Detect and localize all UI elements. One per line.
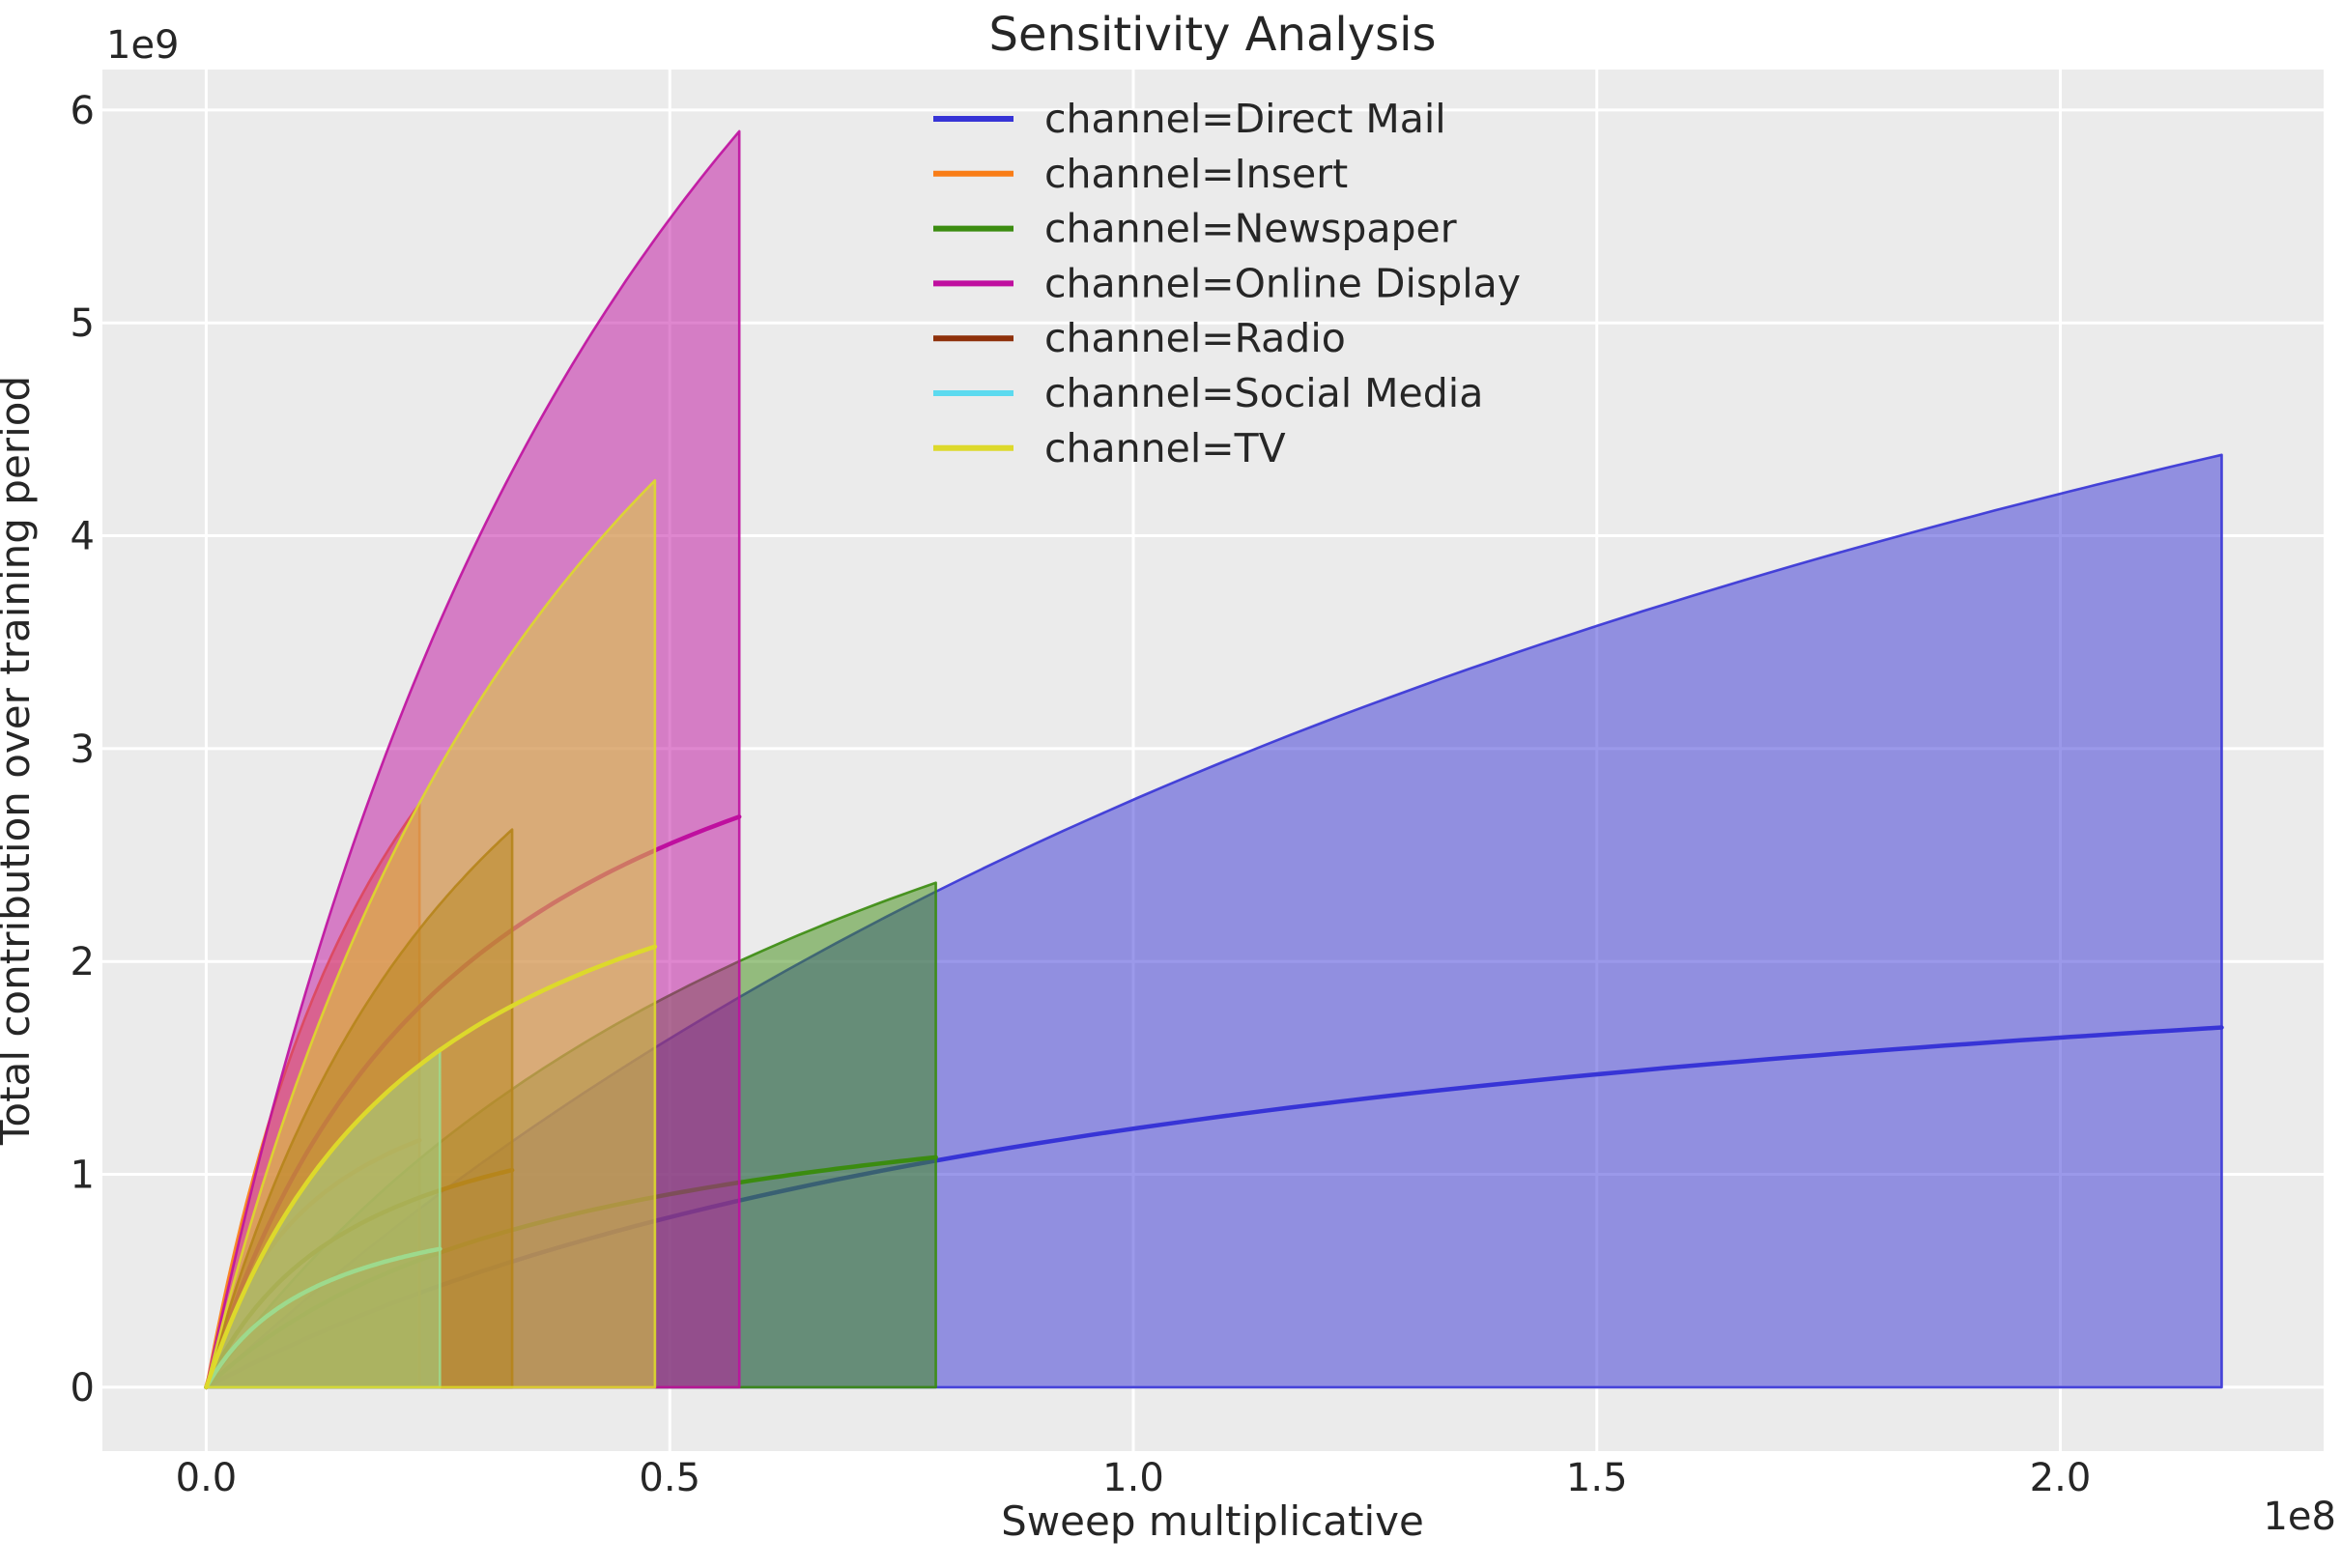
legend-label-direct-mail: channel=Direct Mail — [1044, 96, 1446, 142]
x-tick-label: 2.0 — [2030, 1456, 2092, 1500]
x-tick-label: 1.5 — [1566, 1456, 1628, 1500]
y-tick-label: 5 — [71, 301, 95, 346]
y-tick-label: 4 — [71, 515, 95, 559]
x-tick-label: 0.0 — [176, 1456, 238, 1500]
y-axis-label: Total contribution over training period — [0, 376, 39, 1146]
legend-label-newspaper: channel=Newspaper — [1044, 206, 1457, 252]
band-tv — [205, 479, 657, 1389]
y-tick-label: 3 — [71, 727, 95, 772]
legend-label-online-display: channel=Online Display — [1044, 260, 1521, 306]
x-tick-label: 0.5 — [639, 1456, 700, 1500]
line-tv — [204, 944, 658, 1390]
y-tick-label: 6 — [71, 89, 95, 133]
plot-area: 0.0 0.5 1.0 1.5 2.0 0 1 2 3 4 5 6 channel=Direct Mai… — [71, 70, 2324, 1500]
y-tick-label: 2 — [71, 940, 95, 984]
y-axis-offset-label: 1e9 — [106, 23, 180, 68]
legend-label-tv: channel=TV — [1044, 425, 1286, 471]
legend-label-social-media: channel=Social Media — [1044, 370, 1483, 416]
x-axis-label: Sweep multiplicative — [1001, 1497, 1424, 1545]
legend-label-radio: channel=Radio — [1044, 315, 1346, 361]
legend-label-insert: channel=Insert — [1044, 151, 1348, 197]
y-tick-label: 0 — [71, 1366, 95, 1411]
x-tick-label: 1.0 — [1102, 1456, 1164, 1500]
y-tick-label: 1 — [71, 1154, 95, 1198]
x-axis-offset-label: 1e8 — [2263, 1495, 2336, 1539]
chart-title: Sensitivity Analysis — [989, 8, 1437, 62]
